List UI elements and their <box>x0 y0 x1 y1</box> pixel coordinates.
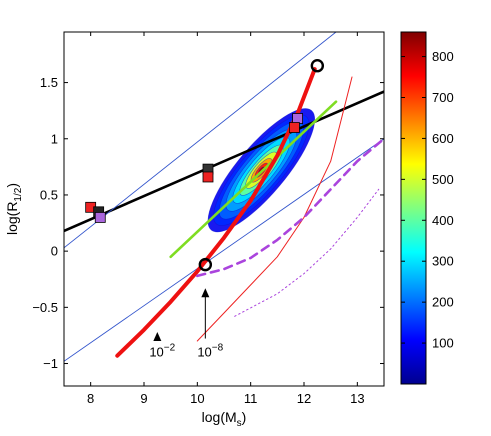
axes-frame <box>63 31 385 387</box>
series-line-0 <box>64 90 384 233</box>
annotation-label-1: 10−8 <box>197 343 223 360</box>
x-tick-label-1: 9 <box>140 391 147 406</box>
series-line-2 <box>64 138 384 362</box>
y-tick-label-0: −1 <box>43 356 58 371</box>
x-tick-label-5: 13 <box>350 391 364 406</box>
marker-circle-1 <box>310 59 325 73</box>
x-tick-label-4: 12 <box>297 391 311 406</box>
y-tick-label-4: 1 <box>51 131 58 146</box>
annotation-arrowhead-0 <box>153 332 162 342</box>
colorbar-tick-label-7: 800 <box>432 49 454 64</box>
colorbar-tick-label-2: 300 <box>432 254 454 269</box>
series-line-3 <box>169 100 338 259</box>
x-tick-label-3: 11 <box>244 391 258 406</box>
marker-square-2 <box>94 212 106 223</box>
colorbar-tick-label-0: 100 <box>432 336 454 351</box>
marker-square-4 <box>202 171 214 183</box>
y-axis-label: log(R1/2) <box>4 183 24 235</box>
colorbar-tick-label-3: 400 <box>432 213 454 228</box>
plot-content <box>64 32 384 362</box>
density-contour <box>232 136 291 204</box>
series-line-6 <box>196 137 384 278</box>
y-tick-label-3: 0.5 <box>40 187 58 202</box>
y-tick-label-2: 0 <box>51 244 58 259</box>
density-contour <box>207 108 316 233</box>
x-tick-label-0: 8 <box>87 391 94 406</box>
y-tick-label-1: −0.5 <box>32 300 58 315</box>
marker-square-5 <box>292 113 304 124</box>
series-line-1 <box>64 32 337 249</box>
series-line-5 <box>196 76 353 342</box>
colorbar-tick-label-4: 500 <box>432 172 454 187</box>
colorbar-tick-label-6: 700 <box>432 90 454 105</box>
colorbar <box>400 31 427 385</box>
annotation-label-0: 10−2 <box>149 343 175 360</box>
annotation-arrowhead-1 <box>201 288 210 298</box>
x-axis-label: log(Ms) <box>202 409 247 429</box>
marker-square-6 <box>288 122 300 133</box>
marker-circle-0 <box>198 257 213 272</box>
colorbar-tick-label-1: 200 <box>432 295 454 310</box>
x-tick-label-2: 10 <box>190 391 204 406</box>
series-line-7 <box>234 188 380 317</box>
y-tick-label-5: 1.5 <box>40 75 58 90</box>
density-contour <box>213 114 310 226</box>
colorbar-tick-label-5: 600 <box>432 131 454 146</box>
